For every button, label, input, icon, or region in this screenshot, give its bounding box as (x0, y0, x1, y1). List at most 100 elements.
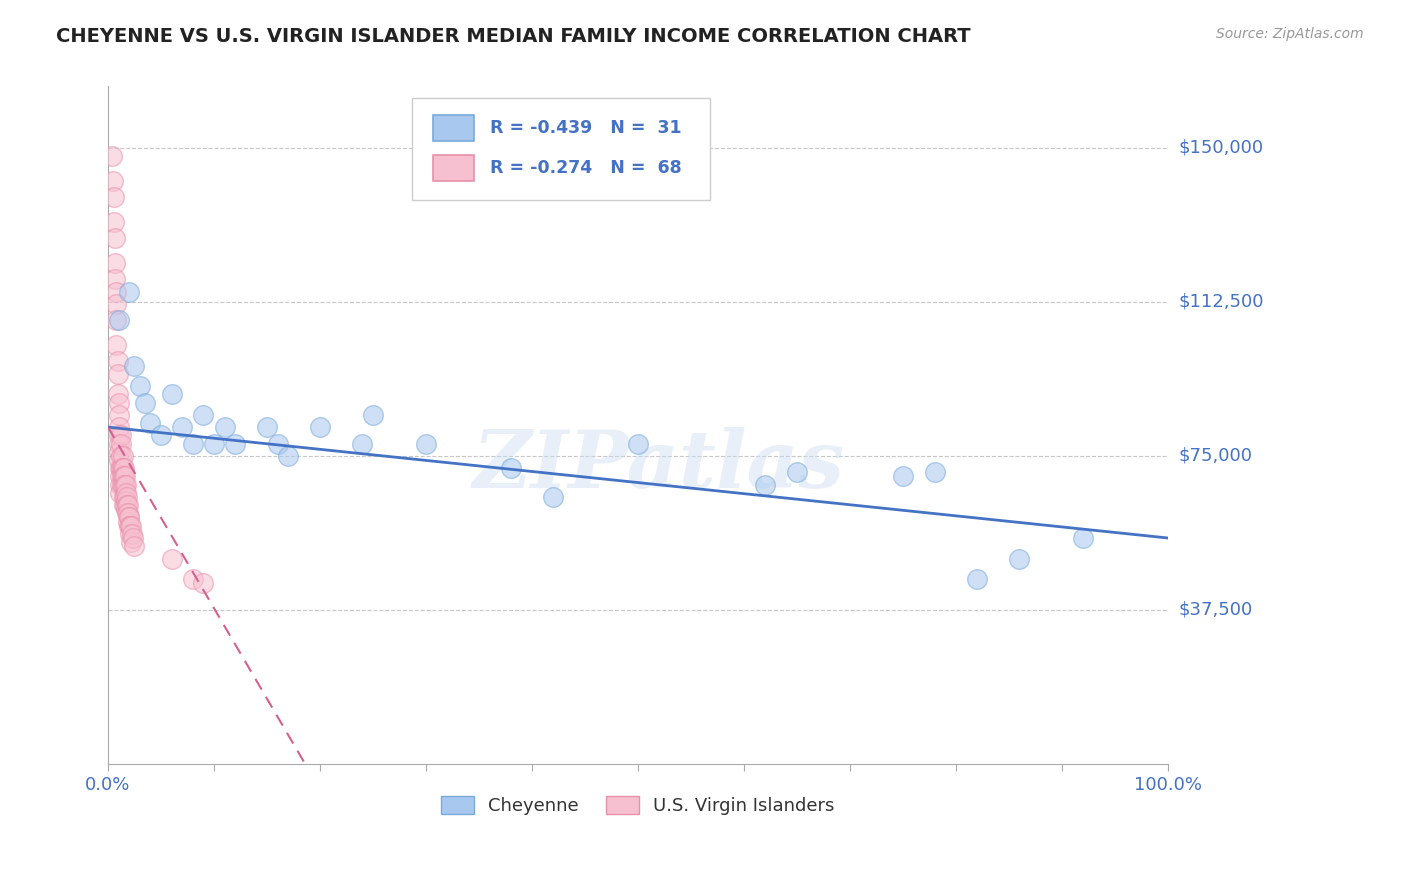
Point (115, 507, 138, 521)
Point (108, 469, 131, 483)
Point (105, 285, 128, 299)
Text: $75,000: $75,000 (1180, 447, 1253, 465)
Point (105, 297, 128, 311)
Point (224, 436, 246, 450)
Point (111, 461, 134, 475)
Point (115, 502, 138, 516)
Point (107, 444, 129, 458)
Point (105, 338, 128, 352)
Point (149, 428, 172, 442)
Point (256, 420, 278, 434)
Point (111, 477, 134, 491)
Point (120, 527, 142, 541)
Point (111, 477, 134, 491)
Point (110, 436, 132, 450)
Point (103, 190, 125, 204)
Point (107, 395, 129, 409)
Point (361, 408, 384, 422)
FancyBboxPatch shape (412, 98, 710, 200)
Point (122, 531, 145, 545)
Point (103, 174, 125, 188)
Point (114, 490, 136, 504)
Point (110, 461, 132, 475)
Legend: Cheyenne, U.S. Virgin Islanders: Cheyenne, U.S. Virgin Islanders (434, 789, 842, 822)
Point (117, 498, 139, 512)
Bar (433, 115, 474, 141)
Point (891, 469, 914, 483)
Point (172, 420, 194, 434)
Point (105, 313, 128, 327)
Point (107, 453, 129, 467)
Point (786, 465, 808, 479)
Point (160, 387, 183, 401)
Point (103, 215, 125, 229)
Point (115, 494, 138, 508)
Point (118, 285, 141, 299)
Point (107, 436, 129, 450)
Point (309, 420, 332, 434)
Point (108, 461, 131, 475)
Point (111, 461, 134, 475)
Point (352, 436, 374, 450)
Text: $112,500: $112,500 (1180, 293, 1264, 311)
Point (114, 498, 136, 512)
Point (181, 436, 204, 450)
Point (266, 436, 288, 450)
Point (112, 498, 135, 512)
Point (115, 498, 138, 512)
Point (277, 449, 299, 463)
Text: R = -0.439   N =  31: R = -0.439 N = 31 (489, 119, 681, 136)
Point (110, 428, 132, 442)
Point (111, 449, 134, 463)
Point (541, 490, 564, 504)
Point (104, 231, 127, 245)
Point (128, 379, 150, 393)
Point (117, 507, 139, 521)
Point (107, 428, 129, 442)
Point (111, 469, 134, 483)
Point (107, 420, 129, 434)
Point (112, 461, 135, 475)
Text: Source: ZipAtlas.com: Source: ZipAtlas.com (1216, 27, 1364, 41)
Point (193, 576, 215, 591)
Point (118, 518, 141, 533)
Point (120, 518, 142, 533)
Point (181, 572, 204, 586)
Point (124, 359, 146, 373)
Text: CHEYENNE VS U.S. VIRGIN ISLANDER MEDIAN FAMILY INCOME CORRELATION CHART: CHEYENNE VS U.S. VIRGIN ISLANDER MEDIAN … (56, 27, 972, 45)
Point (924, 465, 946, 479)
Point (1071, 531, 1094, 545)
Point (111, 469, 134, 483)
Point (415, 436, 437, 450)
Point (139, 416, 162, 430)
Point (124, 539, 146, 553)
Point (117, 515, 139, 529)
Point (112, 469, 135, 483)
Point (115, 490, 138, 504)
Point (627, 436, 650, 450)
Point (115, 486, 138, 500)
Point (214, 420, 236, 434)
Point (107, 408, 129, 422)
Point (104, 272, 127, 286)
Point (115, 477, 138, 491)
Point (114, 469, 136, 483)
Point (112, 477, 135, 491)
Point (118, 510, 141, 524)
Point (107, 367, 129, 381)
Bar (433, 155, 474, 181)
Point (121, 527, 143, 541)
Point (110, 449, 132, 463)
Point (107, 313, 129, 327)
Point (101, 149, 124, 163)
Point (108, 477, 131, 491)
Point (134, 395, 156, 409)
Point (107, 354, 129, 368)
Point (160, 551, 183, 566)
Text: $150,000: $150,000 (1180, 139, 1264, 157)
Point (754, 477, 776, 491)
Point (966, 572, 988, 586)
Point (120, 535, 142, 549)
Point (193, 408, 215, 422)
Point (112, 490, 135, 504)
